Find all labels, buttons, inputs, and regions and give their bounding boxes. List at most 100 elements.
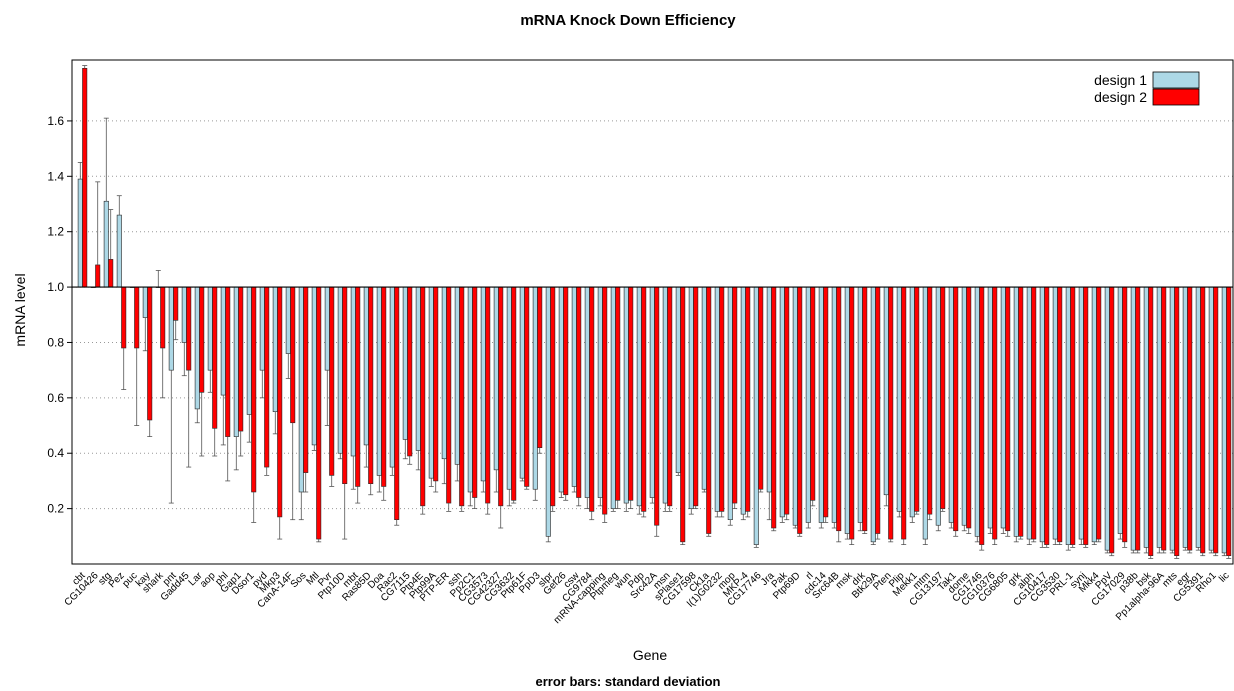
bar-design1	[766, 286, 772, 493]
bar-design2	[1161, 286, 1167, 551]
bar-design2	[1005, 286, 1011, 532]
bar-design2	[329, 286, 335, 476]
bar-design2	[979, 286, 985, 545]
bar-design2	[121, 286, 127, 349]
bar-design2	[992, 286, 998, 540]
bar-design1	[1143, 286, 1149, 548]
bar-design2	[342, 286, 348, 484]
bar-design1	[519, 286, 525, 479]
bar-design1	[259, 286, 265, 371]
bar-design2	[758, 286, 764, 490]
bar-design2	[888, 286, 894, 540]
bar-design2	[862, 286, 868, 532]
bar-design1	[467, 286, 473, 493]
bar-design1	[1078, 286, 1084, 540]
bar-design2	[498, 286, 504, 507]
bar-design2	[472, 286, 478, 498]
bar-design1	[571, 286, 577, 487]
bar-design2	[1226, 286, 1232, 556]
bar-design1	[1130, 286, 1136, 551]
bar-design2	[654, 286, 660, 526]
bar-design2	[628, 286, 634, 501]
bar-design1	[376, 286, 382, 476]
bar-design1	[441, 286, 447, 460]
bar-design1	[961, 286, 967, 526]
bar-design2	[160, 286, 166, 349]
bar-design1	[909, 286, 915, 518]
bar-design1	[1221, 286, 1227, 554]
bar-design1	[545, 286, 551, 537]
bar-design1	[675, 286, 681, 473]
chart-footer: error bars: standard deviation	[536, 674, 721, 689]
bar-design1	[272, 286, 278, 412]
bar-design1	[1182, 286, 1188, 548]
bar-design2	[368, 286, 374, 484]
bar-design1	[428, 286, 434, 479]
bar-design1	[818, 286, 824, 523]
bar-design2	[719, 286, 725, 512]
x-tick-label: rl	[804, 570, 816, 582]
bar-design2	[1018, 286, 1024, 537]
bar-design1	[1091, 286, 1097, 543]
bar-design1	[415, 286, 421, 451]
bar-design1	[688, 286, 694, 509]
bar-design1	[285, 286, 291, 354]
bar-design2	[602, 286, 608, 515]
bar-design1	[1208, 286, 1214, 551]
bar-design1	[701, 286, 707, 490]
bar-design2	[1187, 286, 1193, 551]
bar-design2	[901, 286, 907, 540]
bar-design1	[350, 286, 356, 457]
bar-design2	[459, 286, 465, 507]
bar-design2	[563, 286, 569, 496]
bar-design2	[550, 286, 556, 507]
bar-design1	[116, 214, 122, 288]
bar-design2	[511, 286, 517, 501]
plot-frame	[71, 59, 1234, 565]
bar-design1	[753, 286, 759, 545]
bar-design2	[537, 286, 543, 448]
legend-swatch	[1152, 88, 1200, 106]
bar-design1	[168, 286, 174, 371]
bar-design1	[1195, 286, 1201, 548]
bar-design1	[779, 286, 785, 518]
bar-design1	[233, 286, 239, 437]
bar-design1	[792, 286, 798, 526]
bar-design2	[797, 286, 803, 534]
bar-design1	[844, 286, 850, 534]
bar-design2	[966, 286, 972, 529]
y-tick-label: 1.4	[47, 169, 64, 183]
bar-design1	[389, 286, 395, 468]
bar-design1	[857, 286, 863, 523]
bar-design2	[589, 286, 595, 512]
bar-design2	[641, 286, 647, 512]
y-axis-label: mRNA level	[12, 273, 28, 346]
x-axis-ticks: cbtCG10426stgPezpuckaysharkpntGadd45Lara…	[63, 570, 1232, 626]
bar-design2	[1213, 286, 1219, 554]
bar-design2	[1148, 286, 1154, 556]
y-tick-label: 1.6	[47, 114, 64, 128]
bar-design1	[103, 200, 109, 288]
y-axis-ticks: 0.2 0.4 0.6 0.8 1.0 1.2 1.4 1.6	[47, 114, 72, 516]
bar-design1	[636, 286, 642, 507]
legend-swatch	[1152, 71, 1200, 89]
bar-design2	[186, 286, 192, 371]
bar-design2	[446, 286, 452, 504]
y-tick-label: 0.2	[47, 502, 64, 516]
bar-design1	[493, 286, 499, 471]
bar-design2	[615, 286, 621, 501]
bar-design2	[290, 286, 296, 424]
bar-design2	[355, 286, 361, 487]
bar-design2	[173, 286, 179, 321]
bar-design1	[1156, 286, 1162, 548]
bar-design2	[667, 286, 673, 507]
bar-design2	[823, 286, 829, 518]
bar-design1	[649, 286, 655, 498]
bar-design2	[784, 286, 790, 515]
bar-design2	[953, 286, 959, 532]
bar-design1	[727, 286, 733, 520]
bar-design1	[584, 286, 590, 498]
bar-design1	[948, 286, 954, 523]
bar-design2	[485, 286, 491, 504]
bar-design2	[316, 286, 322, 540]
